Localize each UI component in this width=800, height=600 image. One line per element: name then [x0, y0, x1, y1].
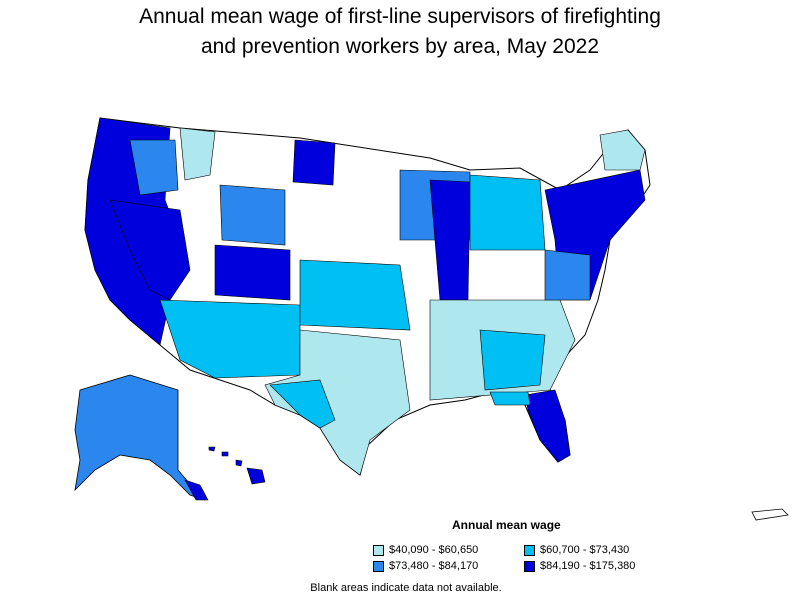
legend-swatch-3	[373, 560, 384, 572]
legend-label-3: $73,480 - $84,170	[389, 560, 479, 572]
region-northwest-interior	[129, 139, 179, 196]
region-hawaii	[208, 446, 266, 485]
legend-label-4: $84,190 - $175,380	[540, 560, 636, 572]
region-alaska	[74, 374, 206, 501]
region-great-basin	[109, 199, 191, 301]
region-new-england-north	[599, 129, 646, 171]
legend-item-3: $73,480 - $84,170	[373, 560, 478, 572]
region-colorado	[214, 244, 291, 301]
legend-label-1: $40,090 - $60,650	[389, 544, 479, 556]
title-line-1: Annual mean wage of first-line superviso…	[139, 5, 661, 28]
legend-swatch-1	[373, 544, 384, 556]
footnote: Blank areas indicate data not available.	[310, 582, 502, 594]
region-west-texas	[269, 379, 336, 429]
region-northern-rockies	[179, 127, 216, 181]
region-florida	[524, 389, 571, 463]
region-wyoming	[219, 184, 286, 246]
legend-label-2: $60,700 - $73,430	[540, 544, 630, 556]
title-line-2: and prevention workers by area, May 2022	[200, 35, 600, 58]
region-southeast-mid	[479, 329, 546, 391]
region-appalachia	[544, 249, 591, 301]
region-north-florida	[489, 391, 531, 406]
region-kansas-oklahoma	[299, 259, 411, 331]
legend-item-4: $84,190 - $175,380	[524, 560, 635, 572]
region-north-dakota	[292, 139, 336, 186]
legend-item-2: $60,700 - $73,430	[524, 544, 629, 556]
chart-title: Annual mean wage of first-line superviso…	[0, 2, 800, 62]
legend-swatch-2	[524, 544, 535, 556]
region-great-lakes	[469, 174, 546, 251]
region-alaska-panhandle	[184, 479, 209, 501]
legend-swatch-4	[524, 560, 535, 572]
legend-title: Annual mean wage	[452, 518, 561, 532]
legend-item-1: $40,090 - $60,650	[373, 544, 478, 556]
region-puerto-rico	[751, 508, 789, 521]
region-texas	[264, 329, 411, 476]
region-southwest	[159, 299, 301, 379]
